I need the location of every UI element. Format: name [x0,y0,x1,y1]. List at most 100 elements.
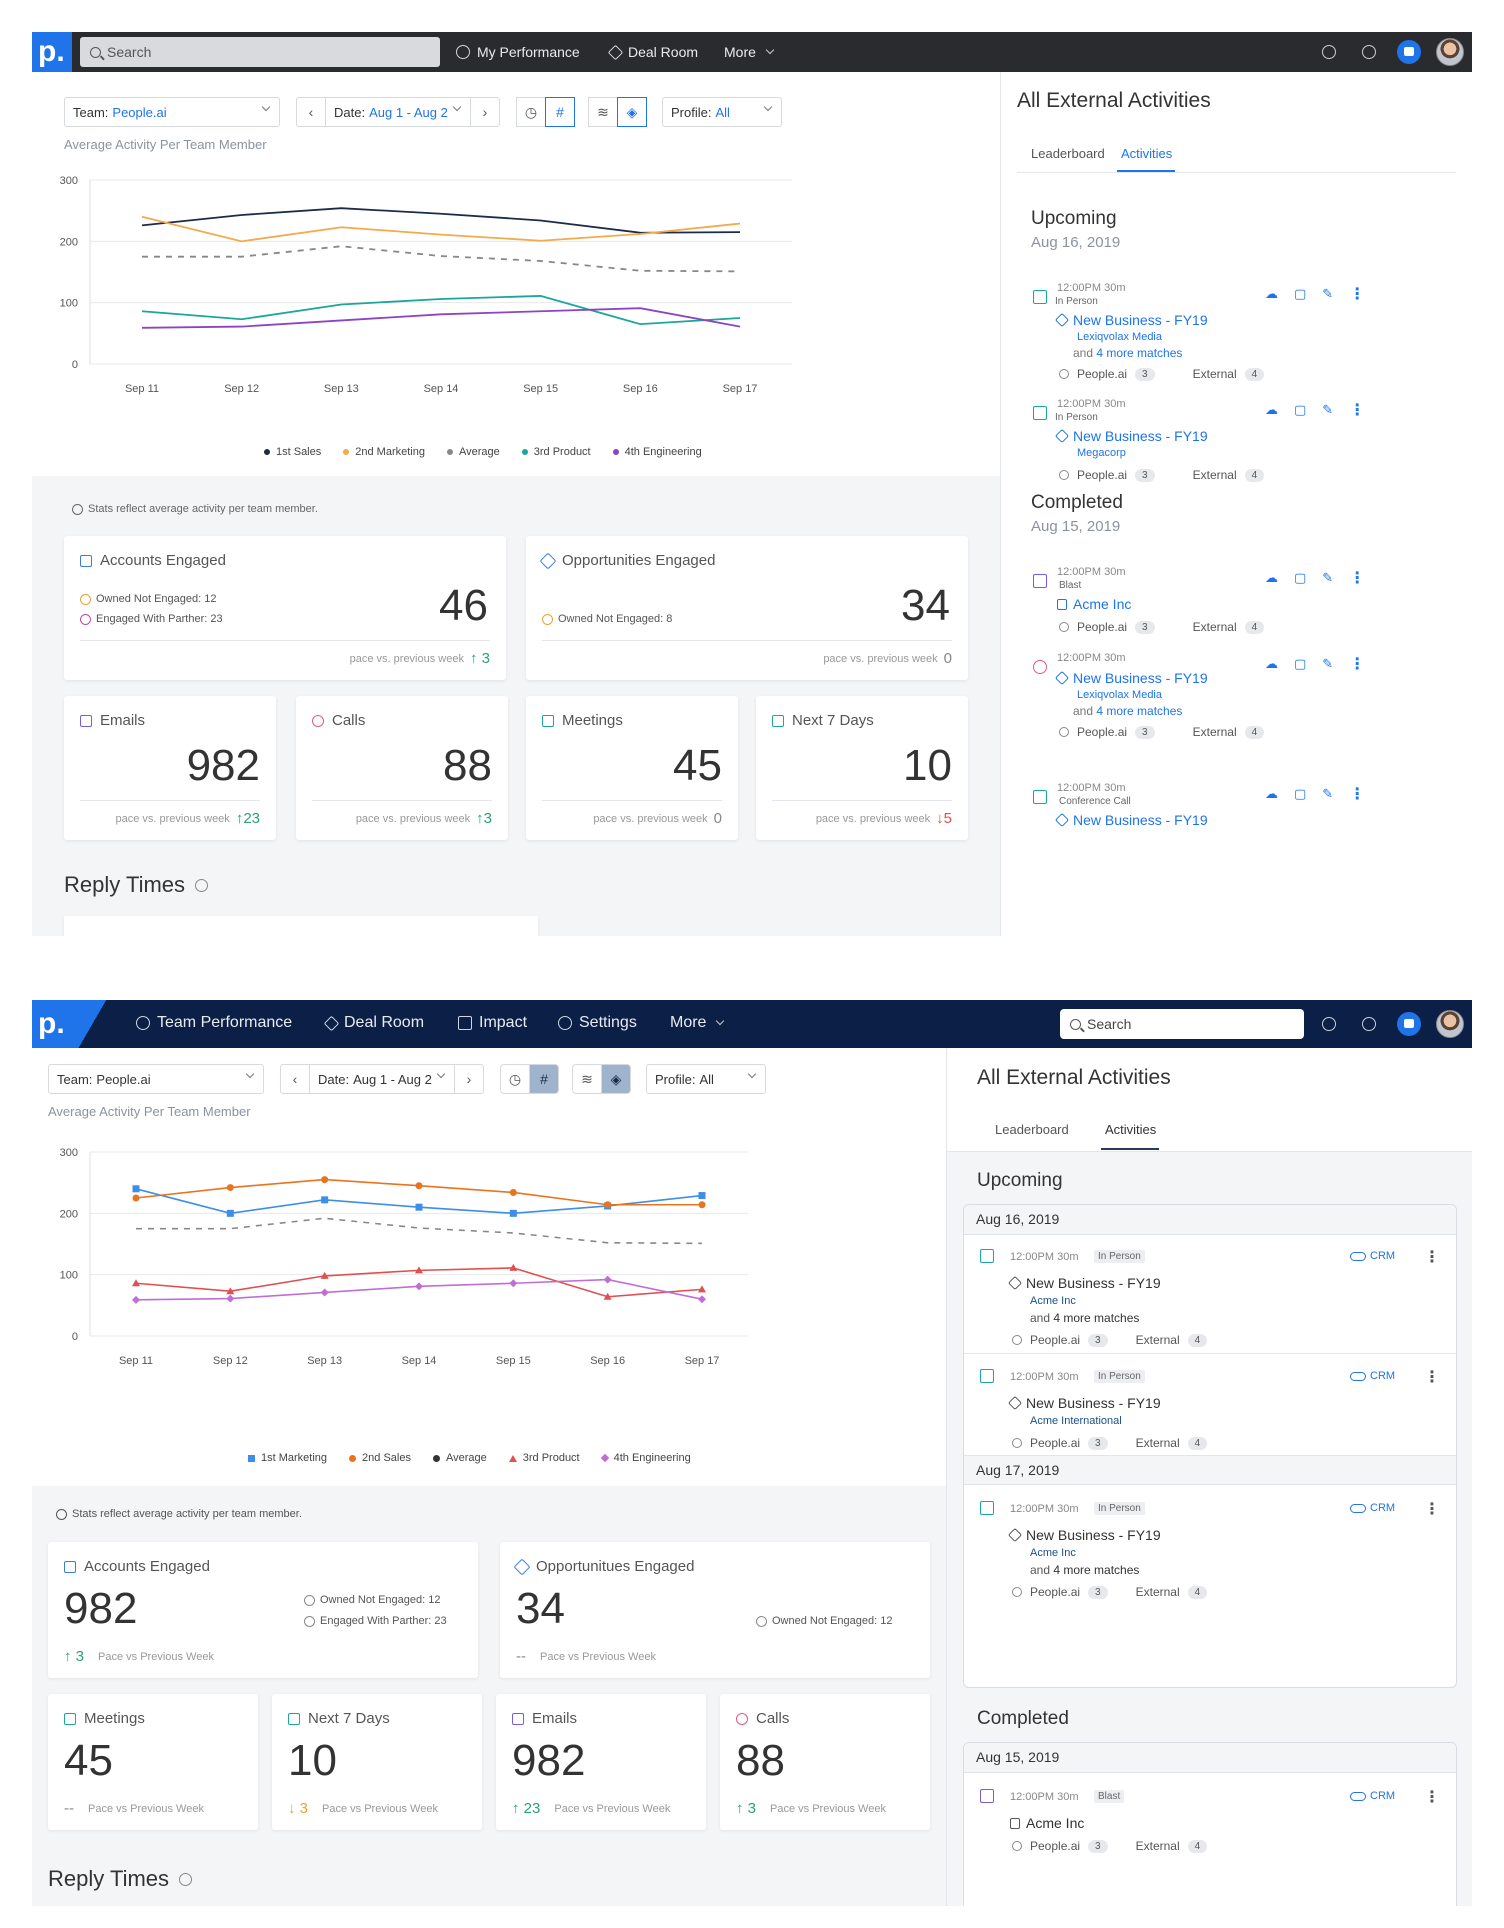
search-input[interactable]: Search [80,37,440,67]
nav-settings[interactable]: Settings [558,1014,637,1032]
stack-icon[interactable]: ◈ [601,1064,631,1094]
nav-team-performance[interactable]: Team Performance [136,1014,292,1032]
crm-icon[interactable]: ☁ [1265,402,1278,417]
chat-icon[interactable] [1397,40,1421,64]
edit-icon[interactable]: ✎ [1322,286,1334,301]
hash-icon[interactable]: # [545,97,575,127]
date-select[interactable]: Date: Aug 1 - Aug 2 [325,97,471,127]
layers-icon[interactable]: ≋ [588,97,618,127]
logo[interactable]: p. [32,1000,128,1048]
chat-icon[interactable] [1397,1012,1421,1036]
more-icon[interactable]: ⋮ [1349,286,1366,303]
nav-more[interactable]: More [724,44,775,60]
help-icon[interactable] [1362,1017,1376,1031]
legend-item[interactable]: 3rd Product [521,446,591,458]
nav-deal-room[interactable]: Deal Room [323,1014,424,1032]
crm-button[interactable]: CRM [1350,1502,1395,1514]
nav-my-performance[interactable]: My Performance [456,44,580,60]
search-input[interactable]: Search [1060,1009,1304,1039]
stack-icon[interactable]: ◈ [617,97,647,127]
legend-item[interactable]: 2nd Sales [349,1452,411,1464]
crm-icon[interactable]: ☁ [1265,570,1278,585]
legend-item[interactable]: 1st Marketing [248,1452,327,1464]
nav-impact[interactable]: Impact [458,1014,527,1032]
edit-icon[interactable]: ✎ [1322,402,1334,417]
tab-leaderboard[interactable]: Leaderboard [1031,146,1105,161]
next-date-button[interactable]: › [454,1064,484,1094]
avatar[interactable] [1436,38,1464,66]
edit-icon[interactable]: ✎ [1322,656,1334,671]
crm-icon[interactable]: ☁ [1265,656,1278,671]
date-select[interactable]: Date: Aug 1 - Aug 2 [309,1064,455,1094]
y-tick-label: 0 [72,1331,78,1343]
data-point [132,1279,140,1287]
bell-icon[interactable] [1322,45,1336,59]
legend-item[interactable]: 4th Engineering [612,446,702,458]
bell-icon[interactable] [1322,1017,1336,1031]
y-tick-label: 100 [60,1270,78,1282]
meetings-card[interactable]: Meetings 45 -- Pace vs Previous Week [48,1694,258,1830]
legend-item[interactable]: Average [446,446,500,458]
next-7-days-card[interactable]: Next 7 Days 10 pace vs. previous week ↓5 [756,696,968,840]
team-select[interactable]: Team: People.ai [64,97,280,127]
more-icon[interactable]: ⋮ [1424,1369,1440,1386]
crm-button[interactable]: CRM [1350,1370,1395,1382]
note-icon[interactable]: ▢ [1294,786,1307,801]
note-icon[interactable]: ▢ [1294,656,1307,671]
tab-activities[interactable]: Activities [1105,1122,1157,1137]
more-icon[interactable]: ⋮ [1349,570,1366,587]
profile-select[interactable]: Profile: All [662,97,782,127]
tab-leaderboard[interactable]: Leaderboard [995,1122,1069,1137]
chart-panel: Team: People.ai ‹ Date: Aug 1 - Aug 2 › ◷ … [32,72,1000,476]
edit-icon[interactable]: ✎ [1322,786,1334,801]
clock-icon[interactable]: ◷ [516,97,546,127]
crm-button[interactable]: CRM [1350,1250,1395,1262]
crm-icon[interactable]: ☁ [1265,286,1278,301]
y-tick-label: 200 [60,1208,78,1220]
calls-card[interactable]: Calls 88 ↑ 3 Pace vs Previous Week [720,1694,930,1830]
meetings-card[interactable]: Meetings 45 pace vs. previous week 0 [526,696,738,840]
calls-card[interactable]: Calls 88 pace vs. previous week ↑3 [296,696,508,840]
tab-activities[interactable]: Activities [1121,146,1173,161]
next-7-days-card[interactable]: Next 7 Days 10 ↓ 3 Pace vs Previous Week [272,1694,482,1830]
legend-item[interactable]: 2nd Marketing [343,446,425,458]
prev-date-button[interactable]: ‹ [296,97,326,127]
crm-icon[interactable]: ☁ [1265,786,1278,801]
profile-select[interactable]: Profile: All [646,1064,766,1094]
clock-icon[interactable]: ◷ [500,1064,530,1094]
hash-icon[interactable]: # [529,1064,559,1094]
accounts-engaged-card[interactable]: Accounts Engaged Owned Not Engaged: 12 E… [64,536,506,680]
legend-item[interactable]: 4th Engineering [600,1452,691,1464]
prev-date-button[interactable]: ‹ [280,1064,310,1094]
info-icon[interactable] [195,878,209,892]
note-icon[interactable]: ▢ [1294,286,1307,301]
opportunities-engaged-card[interactable]: Opportunities Engaged Owned Not Engaged:… [526,536,968,680]
team-select[interactable]: Team: People.ai [48,1064,264,1094]
opportunities-engaged-card[interactable]: Opportunitues Engaged 34 Owned Not Engag… [500,1542,930,1678]
more-icon[interactable]: ⋮ [1424,1501,1440,1518]
data-point [698,1201,706,1209]
next-date-button[interactable]: › [470,97,500,127]
more-icon[interactable]: ⋮ [1424,1789,1440,1806]
nav-more[interactable]: More [670,1014,725,1032]
info-icon[interactable] [179,1872,193,1886]
crm-button[interactable]: CRM [1350,1790,1395,1802]
logo[interactable]: p. [32,32,72,72]
avatar[interactable] [1436,1010,1464,1038]
legend-item[interactable]: Average [432,1452,487,1464]
layers-icon[interactable]: ≋ [572,1064,602,1094]
edit-icon[interactable]: ✎ [1322,570,1334,585]
emails-card[interactable]: Emails 982 ↑ 23 Pace vs Previous Week [496,1694,706,1830]
note-icon[interactable]: ▢ [1294,570,1307,585]
accounts-engaged-card[interactable]: Accounts Engaged 982 Owned Not Engaged: … [48,1542,478,1678]
more-icon[interactable]: ⋮ [1349,656,1366,673]
help-icon[interactable] [1362,45,1376,59]
more-icon[interactable]: ⋮ [1349,786,1366,803]
note-icon[interactable]: ▢ [1294,402,1307,417]
more-icon[interactable]: ⋮ [1349,402,1366,419]
legend-item[interactable]: 1st Sales [264,446,321,458]
nav-deal-room[interactable]: Deal Room [607,44,698,60]
emails-card[interactable]: Emails 982 pace vs. previous week ↑23 [64,696,276,840]
legend-item[interactable]: 3rd Product [508,1452,580,1464]
more-icon[interactable]: ⋮ [1424,1249,1440,1266]
